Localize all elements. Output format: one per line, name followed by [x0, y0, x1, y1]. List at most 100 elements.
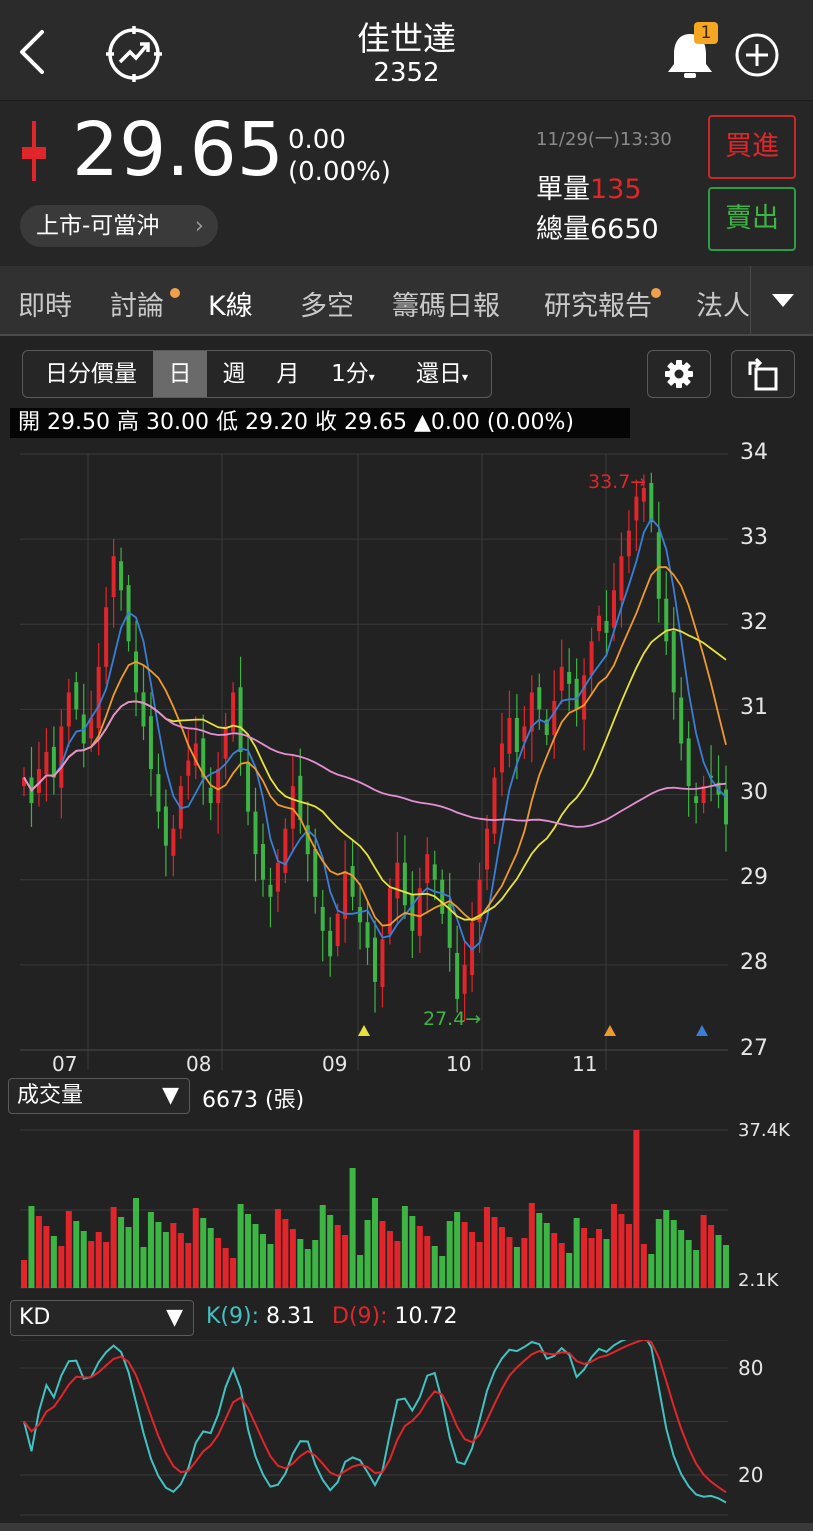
settings-button[interactable]	[647, 350, 711, 398]
close-label: 收	[315, 410, 338, 435]
volume-bar	[215, 1238, 222, 1288]
d-line	[23, 1340, 727, 1494]
volume-bar	[394, 1241, 401, 1288]
candle-body	[305, 825, 310, 855]
unit-volume-label: 單量	[536, 174, 590, 205]
volume-bar	[133, 1198, 140, 1288]
candle-body	[148, 716, 153, 770]
tab-kline[interactable]: K線	[208, 291, 253, 322]
candle-body	[626, 530, 631, 557]
candle-body	[268, 884, 273, 897]
volume-bar	[543, 1223, 550, 1288]
volume-bar	[50, 1236, 57, 1288]
add-icon[interactable]	[734, 32, 780, 78]
ma5-line	[23, 517, 727, 951]
k-line	[23, 1340, 727, 1504]
candle-body	[671, 631, 676, 693]
volume-bar	[700, 1215, 707, 1288]
tab-bull-bear[interactable]: 多空	[300, 291, 354, 322]
rotate-icon	[748, 357, 778, 391]
tab-research-report[interactable]: 研究報告	[544, 291, 652, 322]
candle-body	[589, 641, 594, 676]
candle-body	[679, 697, 684, 744]
tab-chip-report[interactable]: 籌碼日報	[392, 291, 500, 322]
volume-bar	[103, 1242, 110, 1288]
segment-month[interactable]: 月	[276, 361, 300, 387]
k-label: K(9):	[206, 1304, 260, 1329]
volume-bar	[237, 1204, 244, 1288]
stock-code: 2352	[373, 58, 440, 88]
unit-volume-value: 135	[590, 174, 642, 205]
kd-values: K(9): 8.31 D(9): 10.72	[206, 1304, 458, 1329]
segment-week[interactable]: 週	[222, 361, 246, 387]
candle-body	[656, 532, 661, 599]
volume-indicator-select[interactable]: 成交量 ▼	[8, 1078, 190, 1114]
rotate-screen-button[interactable]	[731, 350, 795, 398]
volume-bar	[655, 1219, 662, 1288]
triangle-down-icon[interactable]	[772, 294, 794, 308]
candle-body	[246, 762, 251, 812]
candle-body	[163, 806, 168, 846]
volume-bar	[416, 1226, 423, 1288]
segment-minute[interactable]: 1分▾	[323, 351, 383, 397]
price-change: 0.00	[288, 125, 346, 155]
candle-body	[186, 760, 191, 776]
candle-body	[343, 871, 348, 919]
volume-bar	[431, 1246, 438, 1288]
volume-bar	[185, 1243, 192, 1288]
volume-bar	[177, 1233, 184, 1288]
market-tag[interactable]: 上市-可當沖 ›	[20, 205, 218, 247]
candle-body	[395, 862, 400, 899]
volume-bar	[476, 1242, 483, 1288]
trend-crosshair-icon[interactable]	[104, 24, 164, 84]
segment-day[interactable]: 日	[153, 351, 207, 397]
candle-body	[499, 743, 504, 773]
candle-body	[231, 692, 236, 732]
candle-body	[455, 952, 460, 999]
volume-value: 6673 (張)	[202, 1088, 305, 1113]
segment-adjusted[interactable]: 還日▾	[407, 351, 477, 397]
candle-body	[582, 675, 587, 720]
tab-institutional[interactable]: 法人	[696, 291, 750, 322]
candle-body	[283, 828, 288, 873]
candle-body	[66, 692, 71, 727]
volume-bar	[379, 1221, 386, 1288]
notification-badge: 1	[694, 22, 718, 44]
price-trend-icon	[22, 121, 46, 181]
back-icon[interactable]	[14, 28, 48, 76]
kd-indicator-select[interactable]: KD ▼	[10, 1300, 194, 1336]
volume-bar	[95, 1232, 102, 1288]
volume-bar	[28, 1206, 35, 1288]
candle-body	[238, 687, 243, 752]
volume-bar	[386, 1231, 393, 1288]
tab-realtime[interactable]: 即時	[18, 291, 72, 322]
high-marker: 33.7→	[588, 471, 647, 493]
candle-body	[44, 752, 49, 775]
tab-discussion[interactable]: 討論	[110, 291, 164, 322]
segment-intraday[interactable]: 日分價量	[45, 361, 137, 387]
y-tick-label: 33	[740, 525, 768, 550]
buy-button[interactable]: 買進	[708, 115, 796, 179]
ma20-line	[23, 628, 727, 921]
volume-bar	[230, 1258, 237, 1288]
volume-min-label: 2.1K	[738, 1270, 779, 1291]
total-volume-label: 總量	[536, 214, 590, 245]
candle-body	[171, 828, 176, 856]
ma10-line	[23, 566, 727, 927]
total-volume-value: 6650	[590, 214, 659, 245]
volume-bar	[274, 1209, 281, 1288]
y-tick-label: 30	[740, 780, 768, 805]
candle-body	[358, 906, 363, 923]
y-tick-label: 34	[740, 440, 768, 465]
candle-body	[365, 922, 370, 948]
sell-button[interactable]: 賣出	[708, 187, 796, 251]
volume-bar	[73, 1221, 80, 1288]
y-tick-label: 31	[740, 695, 768, 720]
volume-bar	[207, 1228, 214, 1288]
top-bar: 佳世達 2352 1	[0, 0, 813, 100]
volume-bar	[312, 1240, 319, 1288]
volume-bar	[536, 1213, 543, 1288]
candlestick-chart[interactable]	[0, 440, 813, 1080]
candle-body	[96, 666, 101, 729]
signal-triangle	[604, 1025, 616, 1036]
